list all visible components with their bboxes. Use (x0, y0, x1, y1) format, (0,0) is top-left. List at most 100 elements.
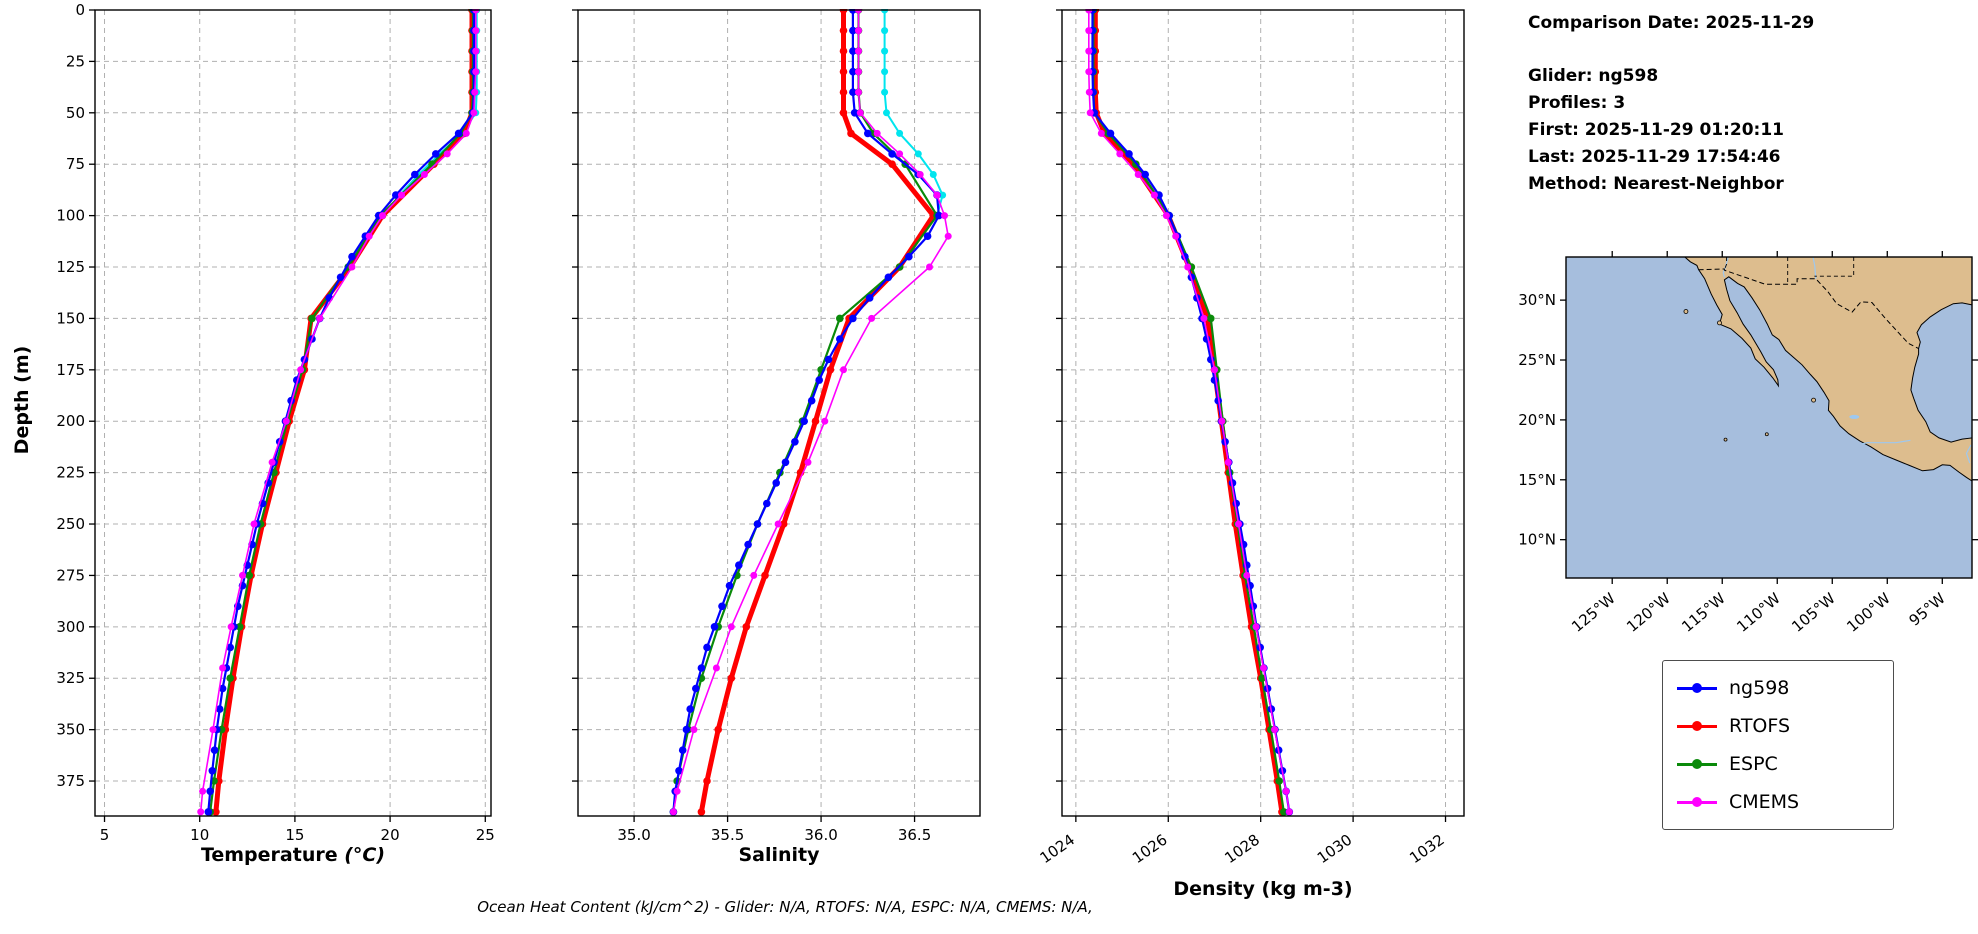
temperature-axis-unit: (°C) (344, 844, 386, 866)
series-line-ng598 (207, 10, 475, 813)
y-tick-label: 50 (66, 104, 85, 122)
map-lat-label: 30°N (1518, 291, 1556, 309)
x-tick-label: 25 (476, 826, 495, 844)
legend-label-espc: ESPC (1729, 753, 1778, 775)
legend-label-ng598: ng598 (1729, 677, 1790, 699)
map-lat-label: 25°N (1518, 351, 1556, 369)
map-lake (1849, 414, 1860, 419)
ohc-footer: Ocean Heat Content (kJ/cm^2) - Glider: N… (477, 898, 1093, 916)
map-lat-label: 15°N (1518, 471, 1556, 489)
x-tick-label: 10 (190, 826, 209, 844)
info-panel: Comparison Date: 2025-11-29 Glider: ng59… (1528, 10, 1814, 198)
series-line-CMEMS (1087, 10, 1291, 813)
legend-item-rtofs: RTOFS (1669, 707, 1887, 745)
series-line-RTOFS (213, 10, 475, 813)
series-line-ng598 (1091, 10, 1291, 813)
last-profile-time: Last: 2025-11-29 17:54:46 (1528, 147, 1781, 167)
x-tick-label: 1032 (1406, 831, 1448, 868)
series-line-RTOFS (1092, 10, 1285, 813)
map-river (1965, 444, 1972, 464)
series-line-CMEMS (672, 10, 950, 813)
y-tick-label: 25 (66, 52, 85, 70)
series-line-ESPC (1092, 10, 1285, 813)
y-tick-label: 75 (66, 155, 85, 173)
map-state-border (1814, 257, 1855, 277)
map-lon-label: 125°W (1568, 589, 1619, 636)
profiles-count: Profiles: 3 (1528, 93, 1626, 113)
map-lon-label: 105°W (1788, 589, 1839, 636)
map-island (1723, 437, 1728, 442)
x-tick-label: 5 (100, 826, 110, 844)
location-map: 30°N 25°N 20°N 15°N 10°N 125°W 120°W 115°W 110°W… (1518, 251, 1978, 636)
map-lat-label: 20°N (1518, 411, 1556, 429)
map-lon-label: 115°W (1678, 589, 1729, 636)
x-tick-label: 35.5 (711, 826, 744, 844)
map-river (1812, 256, 1817, 279)
density-axis-label: Density (kg m-3) (1062, 878, 1464, 900)
x-tick-label: 1024 (1037, 831, 1079, 868)
legend-dot-rtofs (1692, 721, 1702, 731)
y-tick-label: 0 (75, 1, 85, 19)
legend: ng598 RTOFS ESPC CMEMS (1662, 660, 1894, 830)
legend-dot-espc (1692, 759, 1702, 769)
series-line-ng598 (672, 10, 940, 812)
map-us-mexico-border (1698, 268, 1919, 350)
y-tick-label: 175 (56, 361, 85, 379)
map-lon-label: 110°W (1733, 589, 1784, 636)
temperature-profile: 5 10 15 20 250255075100125150175200225250275… (56, 1, 494, 844)
legend-line-marker-cmems (1677, 797, 1717, 807)
y-tick-label: 375 (56, 772, 85, 790)
y-tick-label: 150 (56, 309, 85, 327)
y-tick-label: 125 (56, 258, 85, 276)
salinity-axis-label: Salinity (578, 844, 980, 866)
depth-axis-label: Depth (m) (11, 345, 33, 455)
legend-line-marker-espc (1677, 759, 1717, 769)
y-tick-label: 225 (56, 464, 85, 482)
map-island (1811, 397, 1816, 403)
x-tick-label: 1026 (1129, 831, 1171, 868)
x-tick-label: 36.0 (804, 826, 837, 844)
legend-label-cmems: CMEMS (1729, 791, 1800, 813)
map-lon-label: 100°W (1843, 589, 1894, 636)
y-tick-label: 275 (56, 566, 85, 584)
first-profile-time: First: 2025-11-29 01:20:11 (1528, 120, 1785, 140)
map-lat-label: 10°N (1518, 531, 1556, 549)
map-coastline (1683, 256, 1973, 482)
y-tick-label: 300 (56, 618, 85, 636)
series-line-ESPC (209, 10, 474, 813)
series-line-CMEMS (199, 10, 477, 812)
temperature-axis-label-text: Temperature (200, 844, 338, 866)
map-river (1861, 439, 1911, 445)
x-tick-label: 1030 (1314, 831, 1356, 868)
temperature-axis-label: Temperature (°C) (95, 844, 491, 866)
legend-item-espc: ESPC (1669, 745, 1887, 783)
legend-line-marker-ng598 (1677, 683, 1717, 693)
map-state-border (1724, 257, 1728, 270)
y-tick-label: 250 (56, 515, 85, 533)
map-lon-label: 120°W (1623, 589, 1674, 636)
legend-dot-ng598 (1692, 683, 1702, 693)
map-lon-label: 95°W (1906, 589, 1949, 630)
x-tick-label: 15 (285, 826, 304, 844)
legend-item-ng598: ng598 (1669, 669, 1887, 707)
salinity-profile: 35.0 35.5 36.0 36.5 (572, 9, 981, 844)
x-tick-label: 35.0 (617, 826, 650, 844)
method: Method: Nearest-Neighbor (1528, 174, 1784, 194)
x-tick-label: 20 (381, 826, 400, 844)
map-island (1683, 309, 1689, 314)
map-island (1764, 432, 1769, 437)
y-tick-label: 350 (56, 721, 85, 739)
y-tick-label: 325 (56, 669, 85, 687)
density-axis-label-text: Density (kg m-3) (1173, 878, 1353, 900)
legend-dot-cmems (1692, 797, 1702, 807)
density-profile: 1024 1026 1028 1030 1032 (1037, 9, 1465, 868)
y-tick-label: 200 (56, 412, 85, 430)
legend-line-marker-rtofs (1677, 721, 1717, 731)
legend-label-rtofs: RTOFS (1729, 715, 1791, 737)
y-tick-label: 100 (56, 207, 85, 225)
glider-name: Glider: ng598 (1528, 66, 1659, 86)
comparison-date: Comparison Date: 2025-11-29 (1528, 13, 1815, 33)
salinity-axis-label-text: Salinity (738, 844, 820, 866)
